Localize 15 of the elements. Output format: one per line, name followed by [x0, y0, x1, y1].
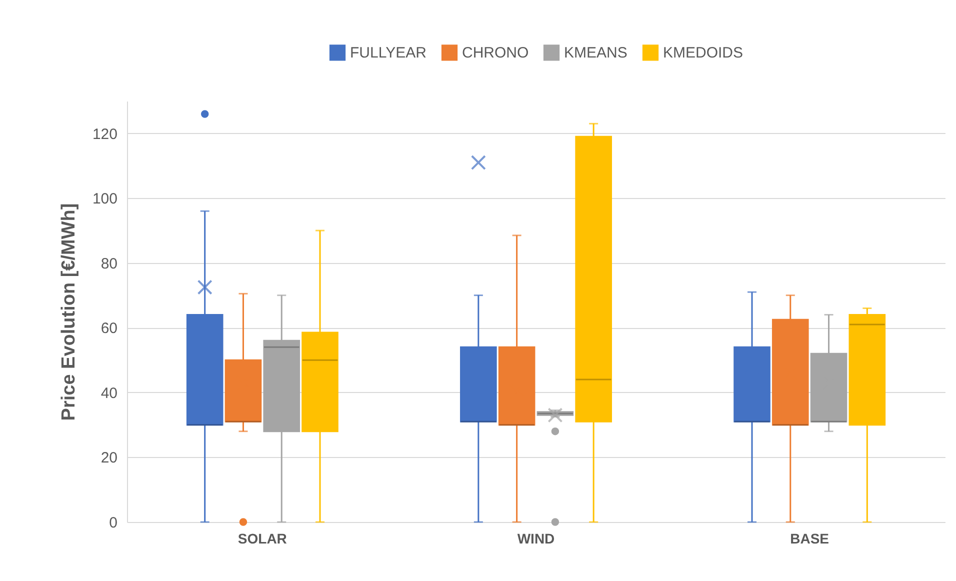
y-tick-label: 40 [100, 384, 118, 402]
legend-label: KMEDOIDS [663, 44, 744, 62]
y-tick-label: 120 [92, 126, 118, 143]
y-tick-label: 80 [100, 255, 118, 272]
legend-label: FULLYEAR [350, 44, 427, 62]
y-tick-label: 20 [100, 450, 118, 467]
x-tick-label: BASE [790, 530, 830, 546]
y-tick-label: 0 [109, 514, 118, 532]
legend-label: KMEANS [564, 44, 628, 62]
legend-label: CHRONO [462, 44, 529, 62]
x-tick-label: WIND [517, 530, 555, 546]
y-tick-label: 60 [100, 320, 118, 338]
y-tick-label: 100 [92, 190, 118, 208]
x-tick-label: SOLAR [238, 530, 287, 546]
y-axis-title: Price Evolution [€/MWh] [58, 203, 80, 421]
